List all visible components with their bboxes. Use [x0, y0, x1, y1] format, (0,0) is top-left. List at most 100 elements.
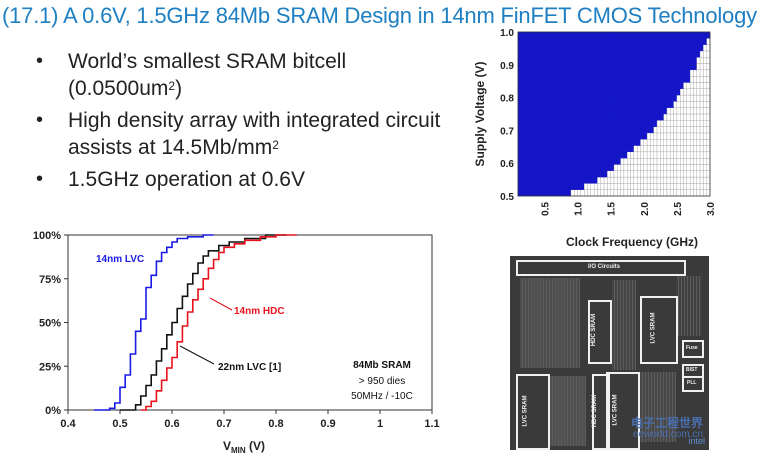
shmoo-pass-cell: [547, 113, 552, 121]
shmoo-fail-cell: [650, 157, 654, 165]
shmoo-pass-cell: [567, 176, 572, 184]
shmoo-pass-cell: [567, 69, 572, 77]
shmoo-pass-cell: [620, 113, 625, 121]
shmoo-fail-cell: [699, 88, 704, 96]
shmoo-pass-cell: [534, 151, 539, 159]
shmoo-fail-cell: [689, 101, 694, 108]
shmoo-pass-cell: [613, 107, 618, 115]
shmoo-pass-cell: [574, 176, 578, 184]
shmoo-pass-cell: [590, 75, 595, 83]
shmoo-pass-cell: [610, 132, 615, 140]
shmoo-fail-cell: [693, 183, 697, 190]
shmoo-pass-cell: [531, 50, 535, 58]
shmoo-pass-cell: [656, 31, 661, 39]
shmoo-pass-cell: [660, 31, 664, 39]
shmoo-fail-cell: [689, 145, 694, 153]
shmoo-pass-cell: [620, 145, 625, 153]
shmoo-pass-cell: [627, 113, 631, 121]
shmoo-pass-cell: [636, 132, 641, 140]
shmoo-pass-cell: [620, 31, 625, 39]
shmoo-pass-cell: [537, 120, 542, 127]
shmoo-fail-cell: [706, 113, 711, 121]
shmoo-pass-cell: [544, 38, 548, 45]
shmoo-pass-cell: [547, 63, 552, 71]
shmoo-pass-cell: [550, 126, 555, 134]
shmoo-pass-cell: [557, 107, 562, 115]
shmoo-pass-cell: [630, 113, 635, 121]
shmoo-pass-cell: [633, 113, 638, 121]
shmoo-pass-cell: [613, 75, 618, 83]
shmoo-pass-cell: [600, 44, 605, 52]
shmoo-pass-cell: [584, 57, 588, 64]
shmoo-pass-cell: [587, 132, 592, 140]
annotation-line: > 950 dies: [359, 376, 405, 387]
shmoo-pass-cell: [600, 75, 605, 83]
shmoo-pass-cell: [521, 50, 525, 58]
shmoo-pass-cell: [527, 50, 532, 58]
shmoo-pass-cell: [643, 57, 648, 64]
hdc-sram-block: HDC SRAM: [588, 300, 612, 364]
shmoo-pass-cell: [517, 145, 522, 153]
shmoo-pass-cell: [610, 107, 615, 115]
shmoo-pass-cell: [527, 170, 532, 178]
shmoo-fail-cell: [650, 176, 654, 184]
shmoo-pass-cell: [564, 101, 568, 108]
shmoo-pass-cell: [696, 50, 701, 58]
shmoo-fail-cell: [699, 69, 704, 77]
shmoo-fail-cell: [617, 183, 621, 190]
shmoo-pass-cell: [680, 50, 684, 58]
shmoo-pass-cell: [636, 101, 641, 108]
shmoo-pass-cell: [567, 107, 572, 115]
shmoo-pass-cell: [537, 126, 542, 134]
shmoo-pass-cell: [560, 183, 565, 190]
shmoo-pass-cell: [603, 38, 608, 45]
shmoo-pass-cell: [544, 50, 548, 58]
shmoo-pass-cell: [623, 31, 628, 39]
shmoo-pass-cell: [613, 126, 618, 134]
shmoo-pass-cell: [564, 63, 568, 71]
shmoo-fail-cell: [689, 75, 694, 83]
shmoo-pass-cell: [517, 88, 522, 96]
shmoo-pass-cell: [577, 132, 582, 140]
shmoo-pass-cell: [577, 126, 582, 134]
shmoo-pass-cell: [673, 63, 678, 71]
shmoo-fail-cell: [676, 107, 681, 115]
shmoo-pass-cell: [521, 38, 525, 45]
shmoo-pass-cell: [650, 57, 654, 64]
shmoo-pass-cell: [646, 69, 651, 77]
shmoo-pass-cell: [584, 157, 588, 165]
shmoo-pass-cell: [570, 94, 575, 102]
shmoo-fail-cell: [660, 183, 664, 190]
shmoo-fail-cell: [689, 151, 694, 159]
bullet-marker: •: [36, 50, 44, 72]
shmoo-pass-cell: [517, 82, 522, 89]
shmoo-pass-cell: [646, 107, 651, 115]
shmoo-pass-cell: [544, 88, 548, 96]
shmoo-pass-cell: [630, 126, 635, 134]
shmoo-pass-cell: [527, 44, 532, 52]
shmoo-pass-cell: [584, 170, 588, 178]
shmoo-pass-cell: [607, 82, 611, 89]
shmoo-pass-cell: [584, 145, 588, 153]
shmoo-pass-cell: [620, 88, 625, 96]
shmoo-pass-cell: [593, 38, 598, 45]
shmoo-pass-cell: [636, 113, 641, 121]
shmoo-pass-cell: [587, 107, 592, 115]
shmoo-pass-cell: [593, 170, 598, 178]
shmoo-pass-cell: [567, 94, 572, 102]
shmoo-pass-cell: [570, 57, 575, 64]
shmoo-pass-cell: [577, 57, 582, 64]
shmoo-pass-cell: [550, 113, 555, 121]
shmoo-pass-cell: [534, 132, 539, 140]
shmoo-pass-cell: [544, 94, 548, 102]
shmoo-fail-cell: [656, 139, 661, 146]
shmoo-fail-cell: [680, 145, 684, 153]
shmoo-pass-cell: [613, 44, 618, 52]
shmoo-pass-cell: [670, 88, 674, 96]
shmoo-pass-cell: [580, 63, 585, 71]
shmoo-fail-cell: [680, 120, 684, 127]
shmoo-fail-cell: [610, 189, 615, 197]
shmoo-fail-cell: [636, 145, 641, 153]
shmoo-fail-cell: [590, 189, 595, 197]
